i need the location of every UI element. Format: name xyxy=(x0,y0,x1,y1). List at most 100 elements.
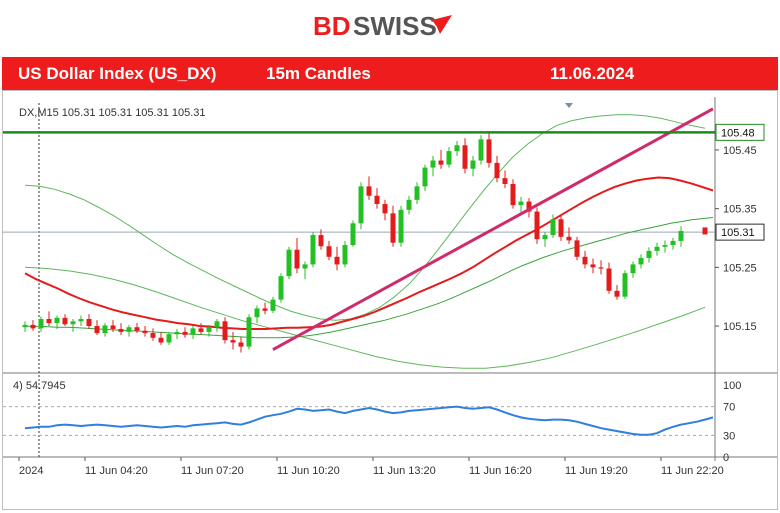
candle-body xyxy=(382,203,388,214)
info-line: DX,M15 105.31 105.31 105.31 105.31 xyxy=(19,107,206,119)
candle xyxy=(270,296,276,314)
candle-body xyxy=(510,184,516,206)
candle xyxy=(286,246,292,280)
candle-body xyxy=(502,178,508,184)
candle-body xyxy=(358,186,364,224)
candle xyxy=(294,238,300,274)
time-tick-label: 11 Jun 13:20 xyxy=(373,465,436,477)
candle-body xyxy=(198,328,204,332)
candle-body xyxy=(558,219,564,237)
oscillator-tick-label: 100 xyxy=(723,380,741,392)
candle-body xyxy=(222,321,228,341)
candle-body xyxy=(478,139,484,161)
candle xyxy=(126,324,132,337)
candle xyxy=(206,324,212,337)
candle-body xyxy=(582,256,588,265)
instrument-title: US Dollar Index (US_DX) xyxy=(18,64,217,83)
candle xyxy=(22,321,28,332)
candle-body xyxy=(550,219,556,236)
candle-body xyxy=(22,324,28,328)
candle-body xyxy=(470,160,476,169)
candle xyxy=(334,246,340,271)
candle-body xyxy=(270,299,276,311)
candle-body xyxy=(158,337,164,343)
brand-logo: BD SWISS xyxy=(313,11,452,41)
candle xyxy=(46,311,52,327)
oscillator-tick-label: 70 xyxy=(723,402,735,414)
candle-body xyxy=(134,327,140,331)
candle-body xyxy=(174,331,180,335)
candle-body xyxy=(350,223,356,246)
time-tick-label: 11 Jun 10:20 xyxy=(277,465,340,477)
candle-body xyxy=(670,240,676,246)
candle-body xyxy=(190,328,196,335)
candle-body xyxy=(214,321,220,328)
candle-body xyxy=(318,235,324,247)
candle xyxy=(342,240,348,268)
candle xyxy=(78,315,84,327)
price-tag-box xyxy=(715,123,765,141)
candle xyxy=(54,315,60,329)
candle xyxy=(350,220,356,247)
candle xyxy=(486,132,492,168)
candle-body xyxy=(342,245,348,265)
candle xyxy=(582,250,588,269)
price-tag-label: 105.31 xyxy=(721,227,755,239)
candle-body xyxy=(278,276,284,300)
candle xyxy=(326,240,332,261)
candle-body xyxy=(446,151,452,165)
candle-body xyxy=(46,319,52,324)
candle-body xyxy=(166,334,172,343)
oscillator-tick-label: 0 xyxy=(723,452,729,464)
last-candle-marker xyxy=(702,227,708,235)
time-tick-label: 11 Jun 04:20 xyxy=(85,465,148,477)
candle xyxy=(526,198,532,218)
candle xyxy=(638,254,644,269)
candle xyxy=(534,207,540,244)
candle-body xyxy=(630,264,636,274)
candle xyxy=(238,336,244,353)
oscillator-label: 4) 54.7945 xyxy=(13,380,66,392)
candle-body xyxy=(454,145,460,152)
candle xyxy=(438,149,444,169)
time-tick-label: 11 Jun 22:20 xyxy=(661,465,724,477)
candle xyxy=(318,229,324,250)
price-tick-label: 105.35 xyxy=(723,204,757,216)
bollinger-upper-line xyxy=(24,114,706,321)
candle-body xyxy=(462,145,468,169)
candle-body xyxy=(78,319,84,322)
candle xyxy=(302,261,308,280)
candle xyxy=(262,302,268,315)
candle xyxy=(38,316,44,332)
candle xyxy=(502,170,508,189)
candle xyxy=(614,284,620,300)
candle xyxy=(142,326,148,337)
candle-body xyxy=(94,326,100,334)
candle xyxy=(190,326,196,339)
candle-body xyxy=(102,325,108,334)
candle-body xyxy=(366,186,372,196)
candle xyxy=(406,195,412,215)
candle-body xyxy=(150,333,156,338)
candle xyxy=(606,262,612,294)
candle xyxy=(254,305,260,324)
candle xyxy=(390,205,396,247)
date-label: 11.06.2024 xyxy=(550,64,635,83)
price-tag-label: 105.48 xyxy=(721,127,755,139)
candle xyxy=(358,182,364,230)
candle-body xyxy=(126,327,132,332)
candle xyxy=(662,240,668,253)
candle xyxy=(518,196,524,215)
candle xyxy=(646,247,652,263)
candle xyxy=(542,232,548,247)
time-tick-label: 2024 xyxy=(19,465,43,477)
candle xyxy=(446,147,452,168)
candle xyxy=(158,331,164,345)
time-tick-label: 11 Jun 07:20 xyxy=(181,465,244,477)
candle-body xyxy=(110,325,116,329)
candle-body xyxy=(430,160,436,168)
candle xyxy=(94,320,100,335)
candle xyxy=(70,319,76,332)
candle-body xyxy=(310,235,316,265)
brand-prefix: BD xyxy=(313,11,351,41)
